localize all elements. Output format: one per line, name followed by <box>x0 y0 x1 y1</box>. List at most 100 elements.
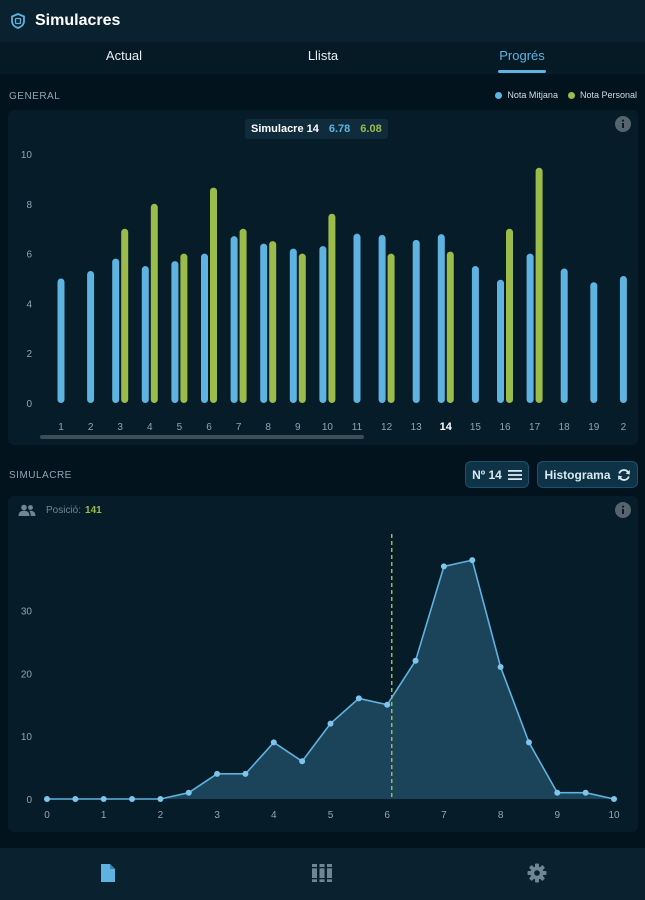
histogram-toggle-label: Histograma <box>544 467 611 482</box>
histogram-point <box>440 563 447 570</box>
x-tick-label: 4 <box>271 810 277 821</box>
bar-nota-personal <box>328 213 336 403</box>
histogram-point <box>299 758 306 765</box>
bar-nota-mitjana <box>437 234 445 403</box>
tab-actual[interactable]: Actual <box>64 42 184 74</box>
x-tick-label: 10 <box>608 810 620 821</box>
x-tick-label: 12 <box>381 422 393 433</box>
list-icon <box>507 469 522 480</box>
bar-nota-personal <box>180 253 188 403</box>
x-tick-label: 14 <box>440 421 453 433</box>
x-tick-label: 19 <box>588 422 600 433</box>
tab-progres[interactable]: Progrés <box>462 42 582 74</box>
legend-dot-personal <box>567 91 575 99</box>
bar-nota-mitjana <box>378 234 386 403</box>
shield-logo-icon <box>11 13 25 29</box>
bar-nota-mitjana <box>619 276 627 403</box>
histogram-point <box>582 789 589 796</box>
bar-nota-mitjana <box>230 236 238 403</box>
tab-progres-label: Progrés <box>499 48 545 63</box>
legend-item-personal: Nota Personal <box>567 90 637 100</box>
x-tick-label: 7 <box>236 422 242 433</box>
x-tick-label: 4 <box>147 422 153 433</box>
histogram-point <box>100 796 107 802</box>
x-tick-label: 17 <box>529 422 541 433</box>
simulacre-section-label: SIMULACRE <box>9 470 72 481</box>
x-tick-label: 8 <box>265 422 271 433</box>
nav-document-button[interactable] <box>93 858 123 888</box>
y-tick-label: 10 <box>21 150 33 161</box>
info-icon[interactable] <box>615 116 631 132</box>
histogram-point <box>185 789 192 796</box>
info-icon[interactable] <box>615 502 631 518</box>
x-tick-label: 2 <box>158 810 164 821</box>
tab-llista[interactable]: Llista <box>263 42 383 74</box>
refresh-icon <box>617 468 630 481</box>
bar-nota-mitjana <box>260 243 268 403</box>
tooltip-title: Simulacre 14 <box>251 123 319 135</box>
nav-settings-button[interactable] <box>522 858 552 888</box>
bottom-nav <box>0 848 645 900</box>
histogram-point <box>525 739 532 746</box>
x-tick-label: 1 <box>58 422 64 433</box>
bar-nota-mitjana <box>112 258 120 403</box>
histogram-point <box>355 695 362 702</box>
bar-nota-personal <box>269 241 277 403</box>
y-tick-label: 20 <box>21 669 33 680</box>
tooltip-personal-value: 6.08 <box>360 123 382 135</box>
y-tick-label: 2 <box>26 349 32 360</box>
histogram-point <box>611 796 617 802</box>
histogram-point <box>384 701 391 708</box>
x-tick-label: 15 <box>470 422 482 433</box>
simulacre-number-button[interactable]: Nº 14 <box>465 461 529 488</box>
simulacre-number-label: Nº 14 <box>472 467 502 482</box>
histogram-toggle-button[interactable]: Histograma <box>537 461 638 488</box>
x-tick-label: 5 <box>328 810 334 821</box>
histogram-point <box>469 557 476 564</box>
x-tick-label: 8 <box>498 810 504 821</box>
histogram-point <box>44 796 50 802</box>
app-bar: Simulacres <box>0 0 645 42</box>
bar-nota-mitjana <box>590 282 598 403</box>
bar-nota-mitjana <box>171 261 179 403</box>
histogram-point <box>327 720 334 727</box>
bar-nota-mitjana <box>353 233 361 403</box>
bar-nota-personal <box>239 228 247 403</box>
tab-bar: Actual Llista Progrés <box>0 42 645 74</box>
general-section-label: GENERAL <box>9 91 61 102</box>
x-tick-label: 3 <box>117 422 123 433</box>
bar-nota-mitjana <box>319 246 327 403</box>
document-icon <box>101 864 115 882</box>
bar-nota-mitjana <box>289 248 297 403</box>
horizontal-scrollbar <box>40 435 364 439</box>
histogram-point <box>129 796 136 802</box>
y-tick-label: 30 <box>21 606 33 617</box>
tooltip-mitjana-value: 6.78 <box>328 123 351 135</box>
legend-item-mitjana: Nota Mitjana <box>495 90 558 100</box>
x-tick-label: 18 <box>559 422 571 433</box>
bar-nota-mitjana <box>526 253 534 403</box>
app-title: Simulacres <box>35 12 121 29</box>
bar-nota-personal <box>121 228 129 403</box>
x-tick-label: 5 <box>177 422 183 433</box>
chart-tooltip: Simulacre 14 6.78 6.08 <box>245 119 388 139</box>
position-label: Posició: <box>46 504 82 516</box>
bar-nota-personal <box>387 253 395 403</box>
x-tick-label: 9 <box>295 422 301 433</box>
nav-library-button[interactable] <box>307 858 337 888</box>
bar-nota-personal <box>298 253 306 403</box>
position-indicator: Posició: 141 <box>18 504 102 516</box>
settings-icon <box>527 863 547 883</box>
bar-nota-mitjana <box>560 268 568 403</box>
histogram-point <box>412 657 419 664</box>
histogram-point <box>554 789 561 796</box>
bar-nota-mitjana <box>141 266 149 403</box>
y-tick-label: 10 <box>21 732 33 743</box>
y-tick-label: 0 <box>26 399 32 410</box>
bar-nota-personal <box>446 251 454 403</box>
tab-actual-label: Actual <box>105 48 143 63</box>
bar-nota-mitjana <box>87 271 95 403</box>
score-histogram-chart[interactable]: 0 10 20 30 0 1 2 3 4 5 6 7 8 9 10 <box>0 496 645 832</box>
bar-nota-personal <box>535 167 543 403</box>
